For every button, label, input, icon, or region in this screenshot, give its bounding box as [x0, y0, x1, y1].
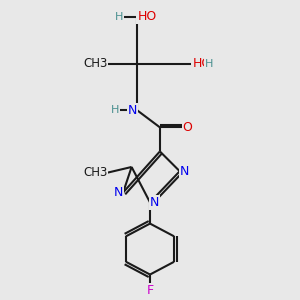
Text: H: H	[115, 12, 123, 22]
Text: O: O	[182, 121, 192, 134]
Text: N: N	[150, 196, 159, 209]
Text: CH3: CH3	[83, 57, 107, 70]
Text: HO: HO	[137, 11, 157, 23]
Text: HO: HO	[193, 57, 212, 70]
Text: H: H	[110, 105, 119, 116]
Text: H: H	[205, 59, 214, 69]
Text: F: F	[146, 284, 154, 297]
Text: CH3: CH3	[83, 166, 107, 179]
Text: N: N	[128, 104, 137, 117]
Text: N: N	[114, 186, 123, 199]
Text: N: N	[180, 165, 189, 178]
